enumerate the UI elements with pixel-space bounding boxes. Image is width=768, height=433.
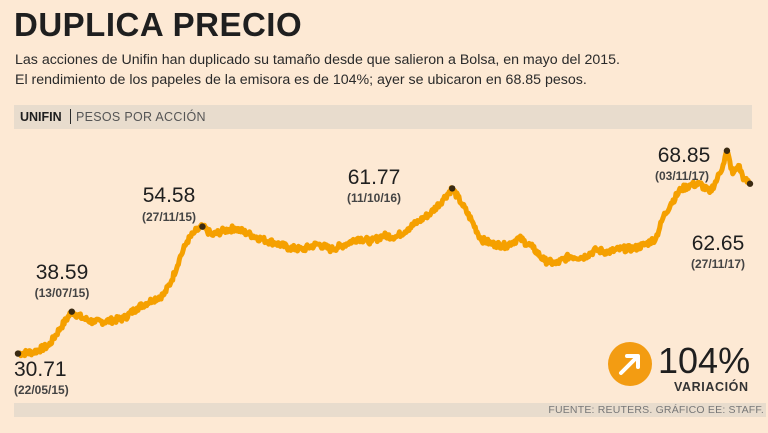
source-credit: FUENTE: REUTERS. GRÁFICO EE: STAFF. — [548, 404, 764, 416]
brand-label: UNIFIN — [20, 110, 62, 124]
label-separator — [70, 109, 71, 124]
data-label-date: (22/05/15) — [14, 383, 69, 397]
data-label-date: (13/07/15) — [35, 286, 90, 300]
data-point-marker — [14, 350, 22, 357]
subtitle-line-2: El rendimiento de los papeles de la emis… — [15, 72, 587, 88]
arrow-up-right-icon — [608, 342, 652, 386]
page-title: DUPLICA PRECIO — [14, 6, 303, 43]
data-label-value: 38.59 — [36, 261, 89, 284]
data-label-date: (11/10/16) — [347, 191, 401, 205]
unit-label: PESOS POR ACCIÓN — [76, 110, 206, 124]
data-label-value: 54.58 — [143, 184, 196, 207]
data-point-marker — [449, 185, 456, 192]
data-label-value: 30.71 — [14, 358, 67, 381]
variation-label: VARIACIÓN — [674, 380, 749, 394]
data-point-marker — [68, 308, 75, 315]
series-line — [15, 148, 753, 359]
data-point-marker — [746, 180, 754, 187]
data-label-date: (27/11/15) — [142, 210, 196, 224]
chart-label-bar: UNIFIN PESOS POR ACCIÓN — [14, 105, 752, 129]
subtitle-line-1: Las acciones de Unifin han duplicado su … — [15, 52, 620, 68]
data-label-value: 68.85 — [658, 144, 711, 167]
data-label-date: (27/11/17) — [691, 257, 745, 271]
annotations: 30.71 (22/05/15) 38.59 (13/07/15) 54.58 (27/1… — [14, 144, 754, 397]
variation-value: 104% — [658, 340, 751, 381]
data-label-value: 61.77 — [348, 166, 401, 189]
footer-bar: FUENTE: REUTERS. GRÁFICO EE: STAFF. — [14, 403, 766, 417]
data-point-marker — [199, 223, 206, 230]
variation-callout: 104% VARIACIÓN — [608, 340, 758, 400]
data-label-value: 62.65 — [692, 232, 745, 255]
data-point-marker — [723, 147, 731, 154]
data-label-date: (03/11/17) — [655, 169, 709, 183]
